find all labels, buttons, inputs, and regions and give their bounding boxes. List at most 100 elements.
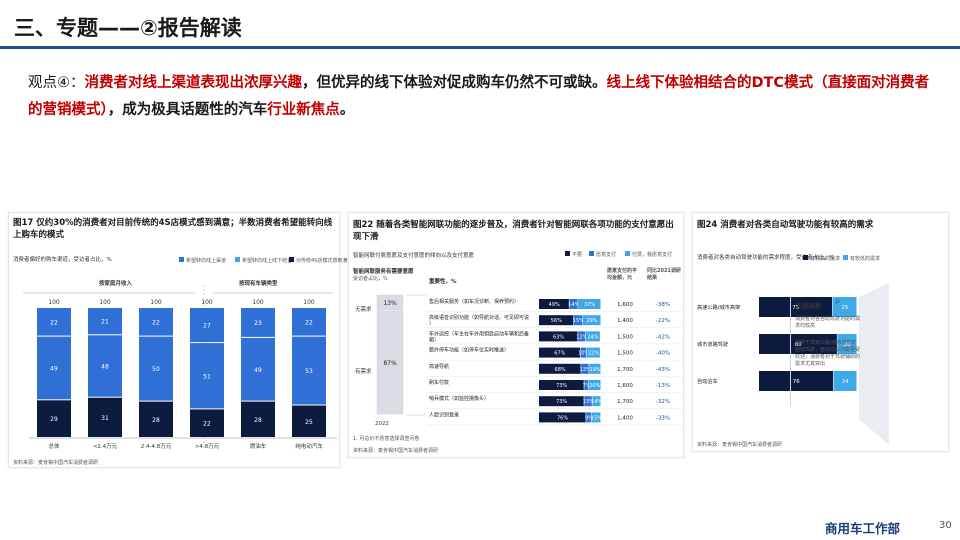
figure-22-need-segment: [376, 294, 404, 310]
figure-17-bar-segment: [37, 400, 71, 437]
figure-17-data-label: 28: [152, 417, 160, 424]
figure-17-bar-segment: [88, 335, 122, 397]
figure-17-data-label: 48: [101, 364, 109, 371]
figure-22-bar-label: 22%: [588, 351, 599, 357]
figure-17-bar-segment: [139, 401, 173, 437]
figure-22-no-need-label: 无需求: [355, 307, 372, 313]
figure-17-bar-segment: [88, 397, 122, 437]
figure-17-chart: 29 49 22 100 总体 31 48 21 100 <2.4万元 28 50 22 100 2.4-4…: [23, 285, 337, 450]
figure-22-bar-segment: [581, 363, 589, 374]
figure-24-subtitle: 消费者对各类自动驾驶功能的需求程度，受访者占比，%: [697, 255, 835, 261]
figure-22-bar-label: 20%: [589, 383, 600, 389]
figure-22-source: 资料来源：麦肯锡中国汽车消费者调研: [353, 448, 439, 454]
figure-24-chart: 高速公路/城市高架 75 25 城市道路驾驶 80 20 自动泊车 76 24: [697, 283, 889, 445]
figure-22-bar-label: 67%: [554, 351, 565, 357]
figure-17-bar-segment: [190, 409, 224, 437]
figure-22-price-value: 1,700: [617, 399, 633, 405]
figure-22-bar-label: 15%: [591, 415, 602, 421]
figure-17-bar-segment: [190, 308, 224, 343]
figure-22-change-value: -40%: [656, 351, 670, 357]
figure-22-bar-label: 13%: [580, 367, 591, 373]
figure-22-year: 2022: [375, 421, 389, 427]
figure-24-category-label: 城市道路驾驶: [697, 340, 728, 348]
figure-17-category-label: >4.8万元: [195, 443, 220, 450]
figure-22-col-price: 愿意支付的平均金额，元: [607, 268, 638, 281]
figure-22-bar-segment: [539, 315, 574, 326]
figure-22-need-value: 87%: [383, 360, 397, 367]
figure-22-bar-segment: [580, 347, 587, 358]
figure-22-need-value: 13%: [383, 300, 397, 307]
figure-17-data-label: 49: [254, 367, 262, 374]
figure-22-bar-segment: [539, 380, 584, 390]
figure-22-bar-segment: [539, 363, 581, 374]
figure-17-group-vehicle: 按现有车辆类型: [239, 281, 278, 287]
figure-22-col-change: 同比2021调研结果: [647, 268, 681, 281]
figure-17-legend-3: 对传统4S店模式感到满意: [289, 257, 352, 264]
figure-17-total-label: 100: [303, 299, 315, 306]
figure-22-title: 图22 随着各类智能网联功能的逐步普及，消费者针对智能网联各项功能的支付意愿出现…: [353, 220, 674, 242]
figure-22-row-label: 额外停车功能（如停车位实时推送）: [429, 347, 509, 354]
figure-24-legend-2: 有较低的需求: [843, 255, 880, 262]
figure-17-source: 资料来源：麦肯锡中国汽车消费者调研: [13, 460, 99, 466]
figure-24-panel: 图24 消费者对各类自动驾驶功能有较高的需求 消费者对各类自动驾驶功能的需求程度…: [692, 212, 949, 452]
figure-22-row-label: 人脸识别登录: [429, 411, 459, 418]
figure-17-total-label: 100: [48, 299, 60, 306]
figure-22-bar-segment: [569, 299, 578, 309]
figure-22-bar-label: 49%: [549, 302, 560, 308]
figure-17-bar-segment: [88, 308, 122, 335]
figure-24-data-label: 25: [841, 305, 848, 311]
figure-24-data-label: 20: [844, 342, 851, 348]
figure-17-data-label: 23: [254, 320, 262, 327]
figure-17-group-income: 按家庭月收入: [99, 281, 133, 287]
figure-17-data-label: 51: [203, 373, 211, 380]
figure-22-bar-label: 12%: [576, 334, 587, 340]
figure-22-change-value: -13%: [656, 383, 670, 389]
figure-17-data-label: 22: [152, 319, 160, 326]
figure-17-bar-segment: [37, 308, 71, 336]
figure-22-bar-label: 56%: [551, 318, 562, 324]
page-title: 三、专题——②报告解读: [14, 16, 242, 40]
figure-22-bar-segment: [539, 347, 581, 358]
figure-17-bar-segment: [139, 308, 173, 336]
figure-24-data-label: 24: [842, 379, 849, 385]
figure-22-row-label: 售后相关服务（如车况诊断、保养预约）: [429, 298, 519, 305]
figure-24-data-label: 80: [795, 342, 802, 348]
figure-17-subtitle: 消费者偏好的购车渠道，受访者占比，%: [13, 257, 112, 263]
figure-22-change-value: -32%: [656, 399, 670, 405]
figure-24-bar-segment: [759, 297, 832, 317]
figure-22-bar-label: 13%: [583, 399, 594, 405]
figure-22-bar-segment: [583, 315, 601, 326]
figure-17-total-label: 100: [150, 299, 162, 306]
figure-22-col-service: 重要性，%: [429, 279, 457, 285]
figure-22-bar-label: 73%: [556, 383, 567, 389]
figure-22-need-segment: [376, 310, 404, 415]
figure-22-bar-label: 7%: [582, 383, 590, 389]
figure-17-category-label: 2.4-4.8万元: [141, 443, 172, 450]
figure-17-legend-1: 希望转向线上渠道: [179, 257, 226, 264]
figure-22-bar-segment: [586, 412, 592, 423]
figure-22-bar-segment: [573, 315, 583, 326]
page-number: 30: [939, 520, 952, 531]
figure-22-row-label-cont: 箱）: [429, 336, 439, 343]
figure-17-data-label: 27: [203, 323, 211, 330]
figure-22-chart: 13% 87% 售后相关服务（如车况诊断、保养预约） 49% 14% 37% 1,600 -3…: [376, 294, 681, 426]
figure-22-bar-label: 14%: [591, 399, 602, 405]
magnifier-icon: ⌕: [835, 296, 841, 307]
figure-22-footnote: 1. 月总价不愿意选择调查问卷: [353, 436, 420, 442]
figure-22-change-value: -33%: [656, 415, 670, 421]
figure-17-data-label: 22: [305, 319, 313, 326]
figure-17-title: 图17 仅约30%的消费者对目前传统的4S店模式感到满意；半数消费者希望能转向线…: [13, 218, 333, 240]
figure-22-bar-segment: [591, 412, 601, 423]
figure-22-legend-1: 不要: [565, 251, 582, 258]
figure-22-bar-segment: [589, 363, 601, 374]
key-insights-box: 关键洞察 ⌕ 消费者对各自动驾驶功能的需求均较高 相较于高速公路/城市场景的自动…: [790, 296, 946, 406]
figure-17-total-label: 100: [99, 299, 111, 306]
figure-22-bar-segment: [578, 299, 601, 309]
figure-17-data-label: 21: [101, 319, 109, 326]
figure-22-row-label-cont: ）: [429, 321, 434, 327]
figure-17-panel: 图17 仅约30%的消费者对目前传统的4S店模式感到满意；半数消费者希望能转向线…: [8, 212, 352, 468]
figure-22-row-label: 车外远控（车主在车外用钥匙启动车辆和后备: [429, 330, 529, 337]
figure-17-data-label: 22: [50, 319, 58, 326]
figure-24-bar-segment: [837, 334, 857, 354]
viewpoint-highlight-1: 消费者对线上渠道表现出浓厚兴趣: [84, 75, 303, 91]
